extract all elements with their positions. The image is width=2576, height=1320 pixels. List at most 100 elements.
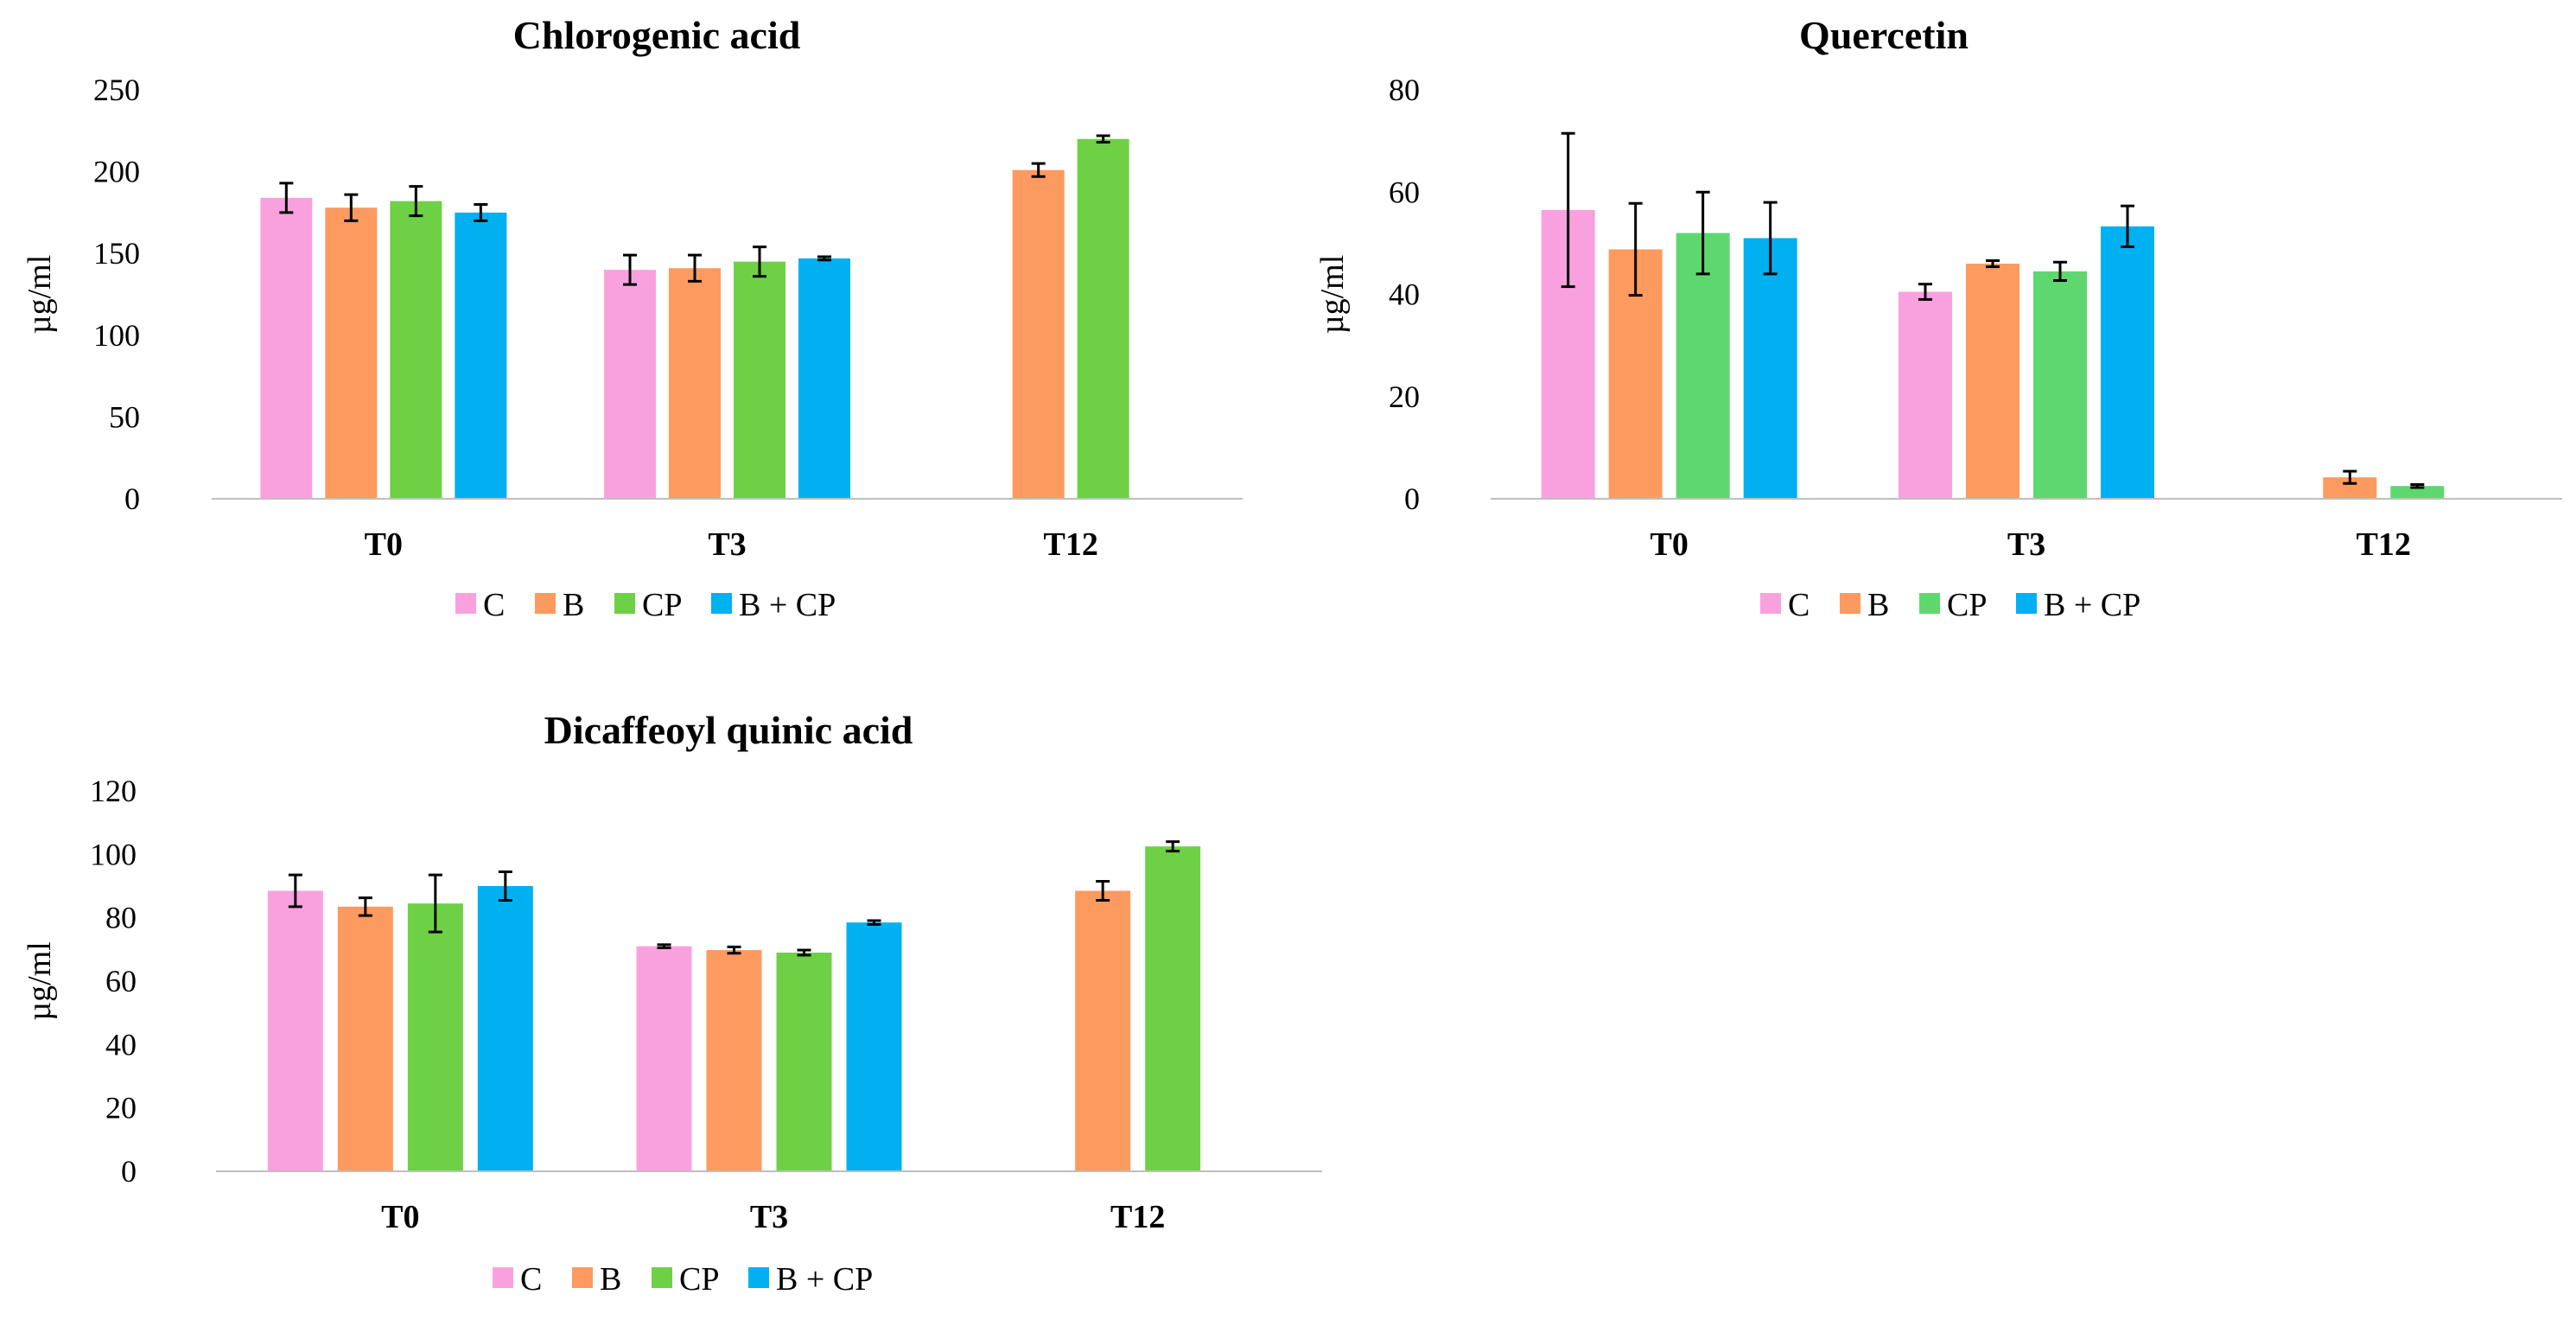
legend-item-b: B xyxy=(572,1261,621,1298)
y-axis-label: µg/ml xyxy=(22,255,58,335)
y-tick-label: 60 xyxy=(1389,175,1420,209)
y-tick-label: 0 xyxy=(1404,481,1420,516)
x-category-label: T0 xyxy=(381,1199,419,1235)
error-bar-b-cp-t3 xyxy=(867,919,881,926)
legend-swatch xyxy=(1840,593,1860,614)
legend-label: C xyxy=(483,587,505,623)
bar-cp-t3 xyxy=(734,261,786,499)
legend-item-c: C xyxy=(1760,587,1810,623)
legend-item-c: C xyxy=(455,587,505,623)
bar-cp-t12 xyxy=(2390,486,2445,499)
legend-label: C xyxy=(1788,587,1810,623)
bar-b-t3 xyxy=(706,950,762,1171)
error-bar-cp-t0 xyxy=(428,873,442,934)
chart-chlorogenic-acid: Chlorogenic acid 0 50 100 150 200 250 µg/ml T0 T3… xyxy=(22,13,1243,623)
bar-cp-t3 xyxy=(776,953,832,1171)
y-tick-label: 150 xyxy=(93,236,140,271)
y-tick-label: 20 xyxy=(1389,379,1420,414)
x-category-label: T12 xyxy=(1110,1199,1165,1235)
error-bar-b-cp-t3 xyxy=(817,255,831,262)
error-bar-cp-t12 xyxy=(1166,840,1180,853)
bar-b-t12 xyxy=(1075,890,1131,1171)
y-tick-label: 120 xyxy=(90,774,137,808)
bar-c-t3 xyxy=(636,946,692,1171)
y-axis-label: µg/ml xyxy=(22,941,58,1021)
bar-b-t3 xyxy=(669,268,721,499)
y-tick-label: 200 xyxy=(93,155,140,189)
x-category-label: T12 xyxy=(1043,526,1097,563)
bar-b-t12 xyxy=(1012,169,1065,499)
legend-item-b-cp: B + CP xyxy=(2016,587,2140,623)
legend-label: CP xyxy=(679,1261,719,1298)
error-bar-b-t3 xyxy=(1986,258,2000,269)
error-bar-c-t0 xyxy=(288,873,302,909)
error-bar-b-cp-t0 xyxy=(1763,201,1778,276)
error-bar-cp-t12 xyxy=(1096,134,1110,144)
error-bar-b-cp-t0 xyxy=(498,870,512,902)
error-bar-b-t3 xyxy=(727,945,741,955)
error-bar-b-cp-t0 xyxy=(474,202,488,222)
legend-swatch xyxy=(1760,593,1781,614)
bar-b-cp-t3 xyxy=(846,922,902,1171)
bar-b-t3 xyxy=(1966,264,2019,499)
legend-label: C xyxy=(520,1261,542,1298)
legend-label: B xyxy=(600,1261,621,1298)
y-tick-label: 20 xyxy=(105,1091,137,1126)
bar-cp-t0 xyxy=(1676,233,1730,499)
y-tick-label: 40 xyxy=(105,1027,137,1062)
legend-swatch xyxy=(493,1267,513,1288)
error-bar-b-cp-t3 xyxy=(2121,204,2134,249)
legend-swatch xyxy=(711,593,732,614)
chart-title: Chlorogenic acid xyxy=(513,13,801,57)
legend-item-b: B xyxy=(535,587,584,623)
legend-item-cp: CP xyxy=(614,587,682,623)
x-category-label: T0 xyxy=(1650,526,1688,563)
error-bar-b-t0 xyxy=(344,193,359,222)
bar-cp-t3 xyxy=(2033,271,2087,499)
legend-swatch xyxy=(535,593,556,614)
error-bar-b-t12 xyxy=(1096,880,1110,902)
error-bar-b-t3 xyxy=(688,253,702,283)
legend-label: B xyxy=(1867,587,1889,623)
bar-b-cp-t3 xyxy=(2101,226,2154,499)
y-tick-label: 60 xyxy=(105,964,137,998)
error-bar-cp-t3 xyxy=(797,948,811,957)
chart-dicaffeoyl-quinic-acid: Dicaffeoyl quinic acid 0 20 40 60 80 100 120 µg/… xyxy=(22,708,1322,1298)
bar-b-cp-t0 xyxy=(1743,238,1797,499)
error-bar-c-t3 xyxy=(1918,283,1932,301)
legend-label: CP xyxy=(1947,587,1987,623)
legend-label: B + CP xyxy=(776,1261,873,1298)
chart-quercetin: Quercetin 0 20 40 60 80 µg/ml T0 T3 T12 C B CP B + CP xyxy=(1314,13,2562,623)
error-bar-b-t0 xyxy=(358,896,372,917)
chart-title: Quercetin xyxy=(1799,13,1969,57)
error-bar-c-t3 xyxy=(623,253,637,286)
error-bar-b-t0 xyxy=(1628,201,1643,297)
error-bar-cp-t3 xyxy=(2053,260,2067,283)
bar-b-t0 xyxy=(325,207,378,499)
legend-item-b-cp: B + CP xyxy=(711,587,836,623)
legend-item-b-cp: B + CP xyxy=(748,1261,873,1298)
bar-c-t3 xyxy=(604,270,656,499)
y-tick-label: 100 xyxy=(93,318,140,353)
error-bar-cp-t12 xyxy=(2410,482,2425,489)
chart-title: Dicaffeoyl quinic acid xyxy=(544,708,913,752)
bar-b-cp-t0 xyxy=(477,886,533,1171)
chart-panel-dicaffeoyl-quinic-acid: Dicaffeoyl quinic acid 0 20 40 60 80 100 120 µg/… xyxy=(0,674,1348,1320)
error-bar-b-t12 xyxy=(2343,469,2357,485)
x-category-label: T3 xyxy=(708,526,746,563)
legend-item-cp: CP xyxy=(1919,587,1987,623)
y-tick-label: 0 xyxy=(121,1154,137,1189)
legend-item-cp: CP xyxy=(652,1261,719,1298)
error-bar-c-t0 xyxy=(1561,131,1575,289)
error-bar-c-t3 xyxy=(657,943,671,949)
bar-b-cp-t0 xyxy=(455,212,507,499)
legend-label: B + CP xyxy=(739,587,836,623)
legend-swatch xyxy=(748,1267,769,1288)
bar-cp-t0 xyxy=(390,201,442,499)
legend-swatch xyxy=(455,593,476,614)
y-tick-label: 250 xyxy=(93,73,140,107)
bar-b-cp-t3 xyxy=(798,258,850,499)
x-category-label: T3 xyxy=(2007,526,2045,563)
legend-item-b: B xyxy=(1840,587,1889,623)
legend-swatch xyxy=(1919,593,1940,614)
